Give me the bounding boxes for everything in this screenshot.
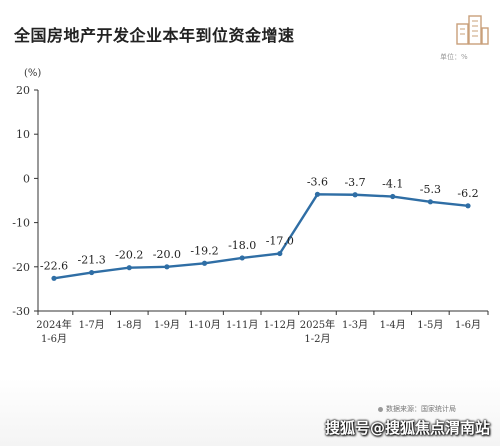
x-tick-label: 1-10月 bbox=[188, 319, 220, 331]
y-axis: 20 10 0 -10 -20 -30 bbox=[12, 84, 39, 318]
data-label: -4.1 bbox=[382, 178, 403, 191]
unit-label: 单位：% bbox=[440, 53, 468, 61]
series: -22.6 -21.3 -20.2 -20.0 -19.2 -18.0 -17.0 -3.6 -… bbox=[40, 175, 479, 281]
data-point bbox=[51, 275, 57, 281]
y-tick-label: -30 bbox=[12, 305, 30, 318]
x-tick-label: 2025年 bbox=[300, 318, 335, 331]
x-tick-label: 1-8月 bbox=[116, 319, 142, 331]
source-dot-icon bbox=[378, 406, 383, 412]
x-tick-label: 1-3月 bbox=[342, 319, 368, 331]
data-point bbox=[314, 191, 321, 197]
data-label: -19.2 bbox=[190, 244, 218, 257]
y-tick-label: 10 bbox=[16, 128, 30, 141]
series-line bbox=[53, 193, 469, 280]
bottom-band bbox=[0, 378, 500, 446]
data-label: -5.3 bbox=[420, 183, 441, 196]
data-label: -20.2 bbox=[115, 249, 143, 262]
x-axis: 2024年 1-6月 1-7月 1-8月 1-9月 1-10月 1-11月 1-12月 2025… bbox=[36, 310, 489, 345]
x-tick-label: 1-2月 bbox=[304, 333, 330, 345]
building-logo-icon bbox=[456, 15, 489, 45]
data-label: -20.0 bbox=[153, 248, 181, 261]
data-point bbox=[126, 265, 132, 271]
data-point bbox=[201, 260, 208, 266]
data-point bbox=[465, 203, 471, 209]
data-label: -18.0 bbox=[228, 239, 256, 252]
x-tick-label: 1-4月 bbox=[380, 319, 406, 331]
data-point bbox=[164, 264, 170, 270]
y-tick-label: 20 bbox=[16, 84, 30, 97]
chart-title: 全国房地产开发企业本年到位资金增速 bbox=[14, 26, 295, 45]
data-label: -21.3 bbox=[78, 254, 106, 267]
x-tick-label: 1-5月 bbox=[417, 319, 443, 331]
data-point bbox=[352, 192, 358, 198]
y-tick-label: -20 bbox=[12, 261, 30, 274]
data-source-text: 数据来源：国家统计局 bbox=[386, 405, 456, 413]
x-tick-label: 1-11月 bbox=[226, 319, 258, 331]
x-tick-label: 1-6月 bbox=[455, 319, 481, 331]
data-point bbox=[239, 255, 245, 261]
x-tick-label: 1-7月 bbox=[79, 319, 105, 331]
x-tick-label: 1-9月 bbox=[154, 319, 180, 331]
x-tick-label: 2024年 bbox=[36, 318, 71, 331]
x-tick-label: 1-12月 bbox=[264, 319, 296, 331]
data-label: -17.0 bbox=[266, 235, 294, 248]
data-source: 数据来源：国家统计局 bbox=[378, 404, 456, 414]
y-axis-label: (%) bbox=[24, 68, 41, 79]
y-tick-label: -10 bbox=[12, 217, 30, 230]
data-label: -6.2 bbox=[457, 187, 478, 200]
line-chart: (%) 20 10 0 -10 -20 -30 2024年 1-6月 1-7月 1-8月 1-9月… bbox=[12, 68, 489, 345]
data-point bbox=[427, 199, 433, 205]
data-point bbox=[390, 193, 396, 200]
y-tick-label: 0 bbox=[23, 172, 30, 185]
data-point bbox=[277, 250, 283, 257]
data-label: -3.6 bbox=[307, 175, 328, 188]
data-label: -22.6 bbox=[40, 259, 68, 272]
data-label: -3.7 bbox=[344, 176, 365, 189]
x-tick-label: 1-6月 bbox=[41, 333, 67, 345]
watermark: 搜狐号@搜狐焦点渭南站 bbox=[324, 419, 490, 437]
data-point bbox=[89, 269, 95, 276]
